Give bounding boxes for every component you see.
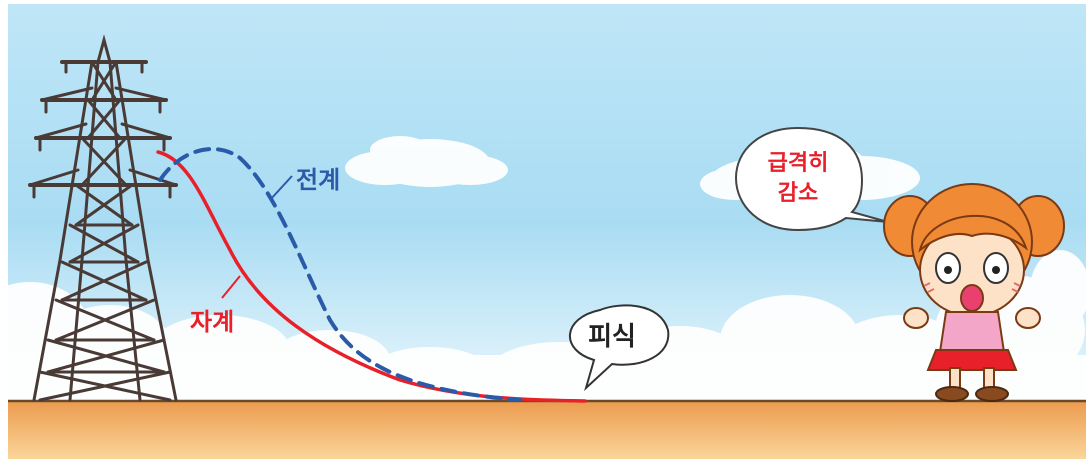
speech-bubble: 급격히 감소 — [734, 126, 889, 232]
sound-text: 피식 — [588, 322, 636, 352]
electric-field-label: 전계 — [296, 166, 340, 194]
magnetic-field-label: 자계 — [190, 308, 234, 336]
transmission-tower-icon — [28, 34, 178, 402]
electric-field-curve — [158, 147, 522, 402]
sound-bubble: 피식 — [568, 304, 670, 392]
cloud-bottom — [0, 250, 1086, 405]
electric-field-leader — [269, 175, 293, 201]
speech-line-1: 급격히 — [768, 151, 829, 176]
cloud-top-center — [345, 136, 508, 187]
speech-line-2: 감소 — [778, 181, 818, 206]
ground — [8, 400, 1086, 459]
magnetic-field-leader — [221, 275, 241, 299]
surprised-girl-icon — [883, 183, 1065, 402]
